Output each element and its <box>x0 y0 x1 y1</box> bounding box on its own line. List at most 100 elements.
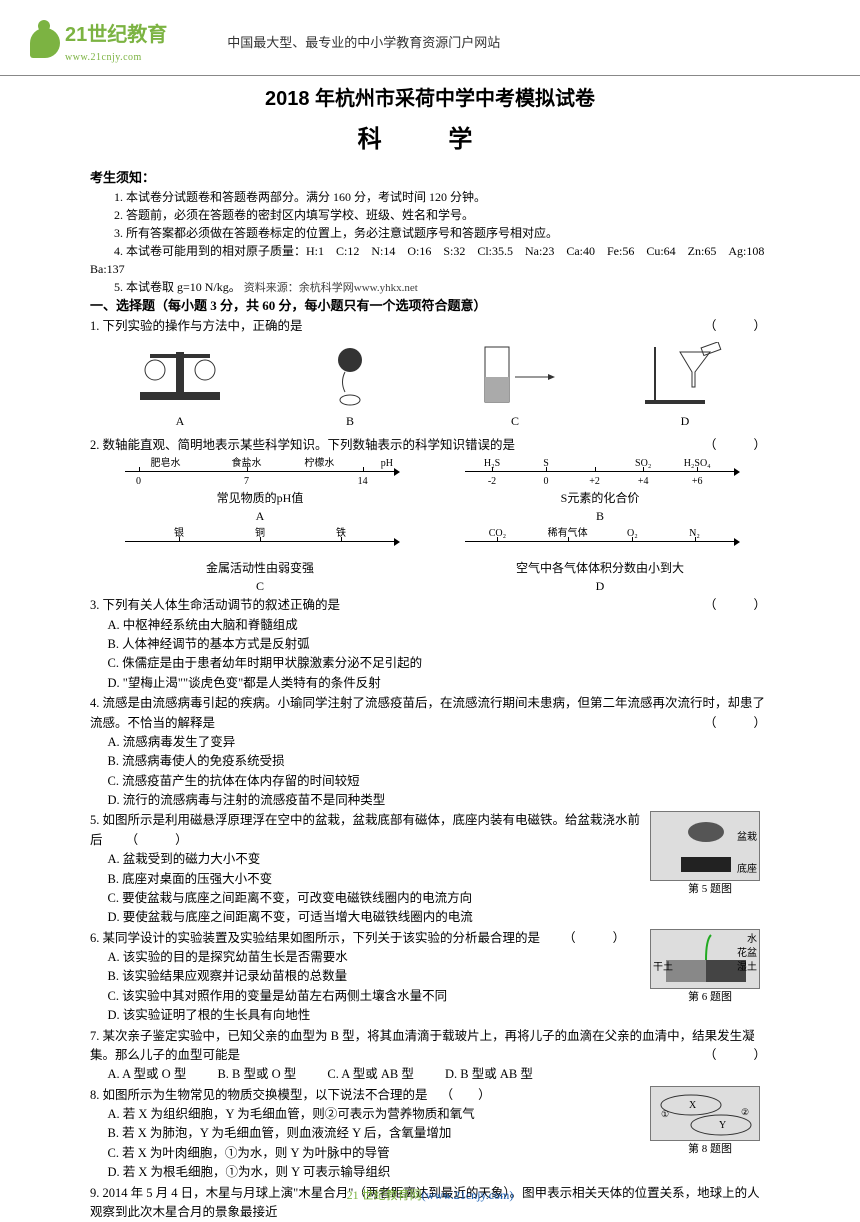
exchange-model-icon: X Y ① ② <box>650 1086 760 1141</box>
opt: A. 流感病毒发生了变异 <box>108 733 771 752</box>
opt: B. 人体神经调节的基本方式是反射弧 <box>108 635 771 654</box>
source-note: 资料来源：余杭科学网www.yhkx.net <box>244 282 418 294</box>
opt: C. 侏儒症是由于患者幼年时期甲状腺激素分泌不足引起的 <box>108 654 771 673</box>
axis-A: 肥皂水 食盐水 柠檬水 pH 0 7 14 <box>125 471 395 489</box>
answer-paren: （ ） <box>704 714 770 733</box>
q6-text: 6. 某同学设计的实验装置及实验结果如图所示，下列关于该实验的分析最合理的是 <box>90 931 540 945</box>
val: +4 <box>638 474 649 489</box>
answer-paren: （ ） <box>563 931 629 945</box>
opt: A. 中枢神经系统由大脑和脊髓组成 <box>108 616 771 635</box>
q3-text: 3. 下列有关人体生命活动调节的叙述正确的是 <box>90 598 340 612</box>
letter-A: A <box>125 507 395 525</box>
numline-C: 银 铜 铁 金属活动性由弱变强 C <box>125 529 395 595</box>
seedling-icon: 干土 水 花盆 湿土 <box>650 929 760 989</box>
svg-text:X: X <box>689 1100 697 1111</box>
numline-B: H₂S S SO₂ H₂SO₄ -2 0 +2 +4 +6 S元素的化合价 B <box>465 459 735 525</box>
q4-options: A. 流感病毒发生了变异 B. 流感病毒使人的免疫系统受损 C. 流感疫苗产生的… <box>108 733 771 811</box>
val: 0 <box>136 474 141 489</box>
answer-paren: （ ） <box>704 436 770 455</box>
funnel-icon <box>640 342 730 407</box>
val: -2 <box>488 474 496 489</box>
axis-C: 银 铜 铁 <box>125 541 395 559</box>
letter-D: D <box>465 577 735 595</box>
q2-row2: 银 铜 铁 金属活动性由弱变强 C CO₂ 稀有气体 O₂ N₂ 空气中各气体体… <box>90 529 770 595</box>
question-1: （ ） 1. 下列实验的操作与方法中，正确的是 <box>90 317 770 336</box>
notice-item: 5. 本试卷取 g=10 N/kg。 资料来源：余杭科学网www.yhkx.ne… <box>90 278 770 297</box>
diagram-B: B <box>310 342 390 430</box>
numline-A: 肥皂水 食盐水 柠檬水 pH 0 7 14 常见物质的pH值 A <box>125 459 395 525</box>
caption-B: S元素的化合价 <box>465 489 735 507</box>
notice-item: 2. 答题前，必须在答题卷的密封区内填写学校、班级、姓名和学号。 <box>90 206 770 224</box>
answer-paren: （ ） <box>704 317 770 336</box>
balance-icon <box>130 342 230 407</box>
subject-title: 科 学 <box>90 122 770 158</box>
question-6: 干土 水 花盆 湿土 第 6 题图 6. 某同学设计的实验装置及实验结果如图所示… <box>90 929 770 1026</box>
opt: D. 该实验证明了根的生长具有向地性 <box>108 1006 771 1025</box>
val: 14 <box>358 474 368 489</box>
q5-figure: 盆栽 底座 第 5 题图 <box>650 811 770 898</box>
caption-A: 常见物质的pH值 <box>125 489 395 507</box>
val: 7 <box>244 474 249 489</box>
q2-text: 2. 数轴能直观、简明地表示某些科学知识。下列数轴表示的科学知识错误的是 <box>90 438 515 452</box>
q6-figure: 干土 水 花盆 湿土 第 6 题图 <box>650 929 770 1006</box>
question-4: 4. 流感是由流感病毒引起的疾病。小瑜同学注射了流感疫苗后，在流感流行期间未患病… <box>90 694 770 810</box>
fig-caption: 第 6 题图 <box>650 989 770 1006</box>
letter-B: B <box>465 507 735 525</box>
axis-D: CO₂ 稀有气体 O₂ N₂ <box>465 541 735 559</box>
val: 0 <box>544 474 549 489</box>
svg-text:Y: Y <box>719 1120 726 1131</box>
opt: B. 流感病毒使人的免疫系统受损 <box>108 752 771 771</box>
numline-D: CO₂ 稀有气体 O₂ N₂ 空气中各气体体积分数由小到大 D <box>465 529 735 595</box>
smell-icon <box>310 342 390 407</box>
notice-item: 1. 本试卷分试题卷和答题卷两部分。满分 160 分，考试时间 120 分钟。 <box>90 188 770 206</box>
footer-text: 21 世纪教育网 <box>347 1188 422 1202</box>
answer-paren: （ ） <box>441 1088 491 1102</box>
exam-title: 2018 年杭州市采荷中学中考模拟试卷 <box>90 84 770 114</box>
notice-heading: 考生须知： <box>90 168 770 188</box>
q3-options: A. 中枢神经系统由大脑和脊髓组成 B. 人体神经调节的基本方式是反射弧 C. … <box>108 616 771 694</box>
diagram-C: C <box>470 342 560 430</box>
opt: C. A 型或 AB 型 <box>327 1065 413 1084</box>
logo-title: 21世纪教育 <box>65 20 167 50</box>
fig-dry: 干土 <box>653 960 673 976</box>
section1-title: 一、选择题（每小题 3 分，共 60 分，每小题只有一个选项符合题意） <box>90 296 770 316</box>
footer-url: (www.21cnjy.com) <box>422 1188 514 1202</box>
diagram-A: A <box>130 342 230 430</box>
cylinder-icon <box>470 342 560 407</box>
label-A: A <box>130 412 230 430</box>
opt: D. B 型或 AB 型 <box>445 1065 533 1084</box>
opt: D. "望梅止渴""谈虎色变"都是人类特有的条件反射 <box>108 674 771 693</box>
svg-text:①: ① <box>661 1109 669 1119</box>
caption-C: 金属活动性由弱变强 <box>125 559 395 577</box>
opt: D. 流行的流感病毒与注射的流感疫苗不是同种类型 <box>108 791 771 810</box>
opt: C. 流感疫苗产生的抗体在体内存留的时间较短 <box>108 772 771 791</box>
question-7: 7. 某次亲子鉴定实验中，已知父亲的血型为 B 型，将其血清滴于载玻片上，再将儿… <box>90 1027 770 1085</box>
question-8: XY①② 第 8 题图 8. 如图所示为生物常见的物质交换模型，以下说法不合理的… <box>90 1086 770 1183</box>
levitation-icon: 盆栽 底座 <box>650 811 760 881</box>
question-2: （ ） 2. 数轴能直观、简明地表示某些科学知识。下列数轴表示的科学知识错误的是 <box>90 436 770 455</box>
q8-figure: XY①② 第 8 题图 <box>650 1086 770 1158</box>
fig-label-plant: 盆栽 <box>737 830 757 846</box>
opt: B. B 型或 O 型 <box>217 1065 296 1084</box>
opt: D. 若 X 为根毛细胞，①为水，则 Y 可表示输导组织 <box>108 1163 771 1182</box>
question-3: （ ） 3. 下列有关人体生命活动调节的叙述正确的是 A. 中枢神经系统由大脑和… <box>90 596 770 693</box>
fig-label-base: 底座 <box>737 862 757 878</box>
opt: A. A 型或 O 型 <box>108 1065 187 1084</box>
question-5: 盆栽 底座 第 5 题图 5. 如图所示是利用磁悬浮原理浮在空中的盆栽，盆栽底部… <box>90 811 770 927</box>
q1-diagrams: A B C D <box>90 342 770 430</box>
footer: 21 世纪教育网(www.21cnjy.com) <box>0 1186 860 1204</box>
axis-end: pH <box>381 456 393 471</box>
answer-paren: （ ） <box>704 596 770 615</box>
site-logo: 21世纪教育 www.21cnjy.com <box>30 20 167 65</box>
fig-wet: 湿土 <box>737 960 757 976</box>
svg-text:②: ② <box>741 1107 749 1117</box>
notice-g-text: 5. 本试卷取 g=10 N/kg。 <box>114 280 241 294</box>
letter-C: C <box>125 577 395 595</box>
q7-options: A. A 型或 O 型 B. B 型或 O 型 C. A 型或 AB 型 D. … <box>108 1065 771 1084</box>
fig-caption: 第 5 题图 <box>650 881 770 898</box>
q8-text: 8. 如图所示为生物常见的物质交换模型，以下说法不合理的是 <box>90 1088 428 1102</box>
answer-paren: （ ） <box>704 1046 770 1065</box>
label-B: B <box>310 412 390 430</box>
answer-paren: （ ） <box>126 833 192 847</box>
notice-item: 3. 所有答案都必须做在答题卷标定的位置上，务必注意试题序号和答题序号相对应。 <box>90 224 770 242</box>
